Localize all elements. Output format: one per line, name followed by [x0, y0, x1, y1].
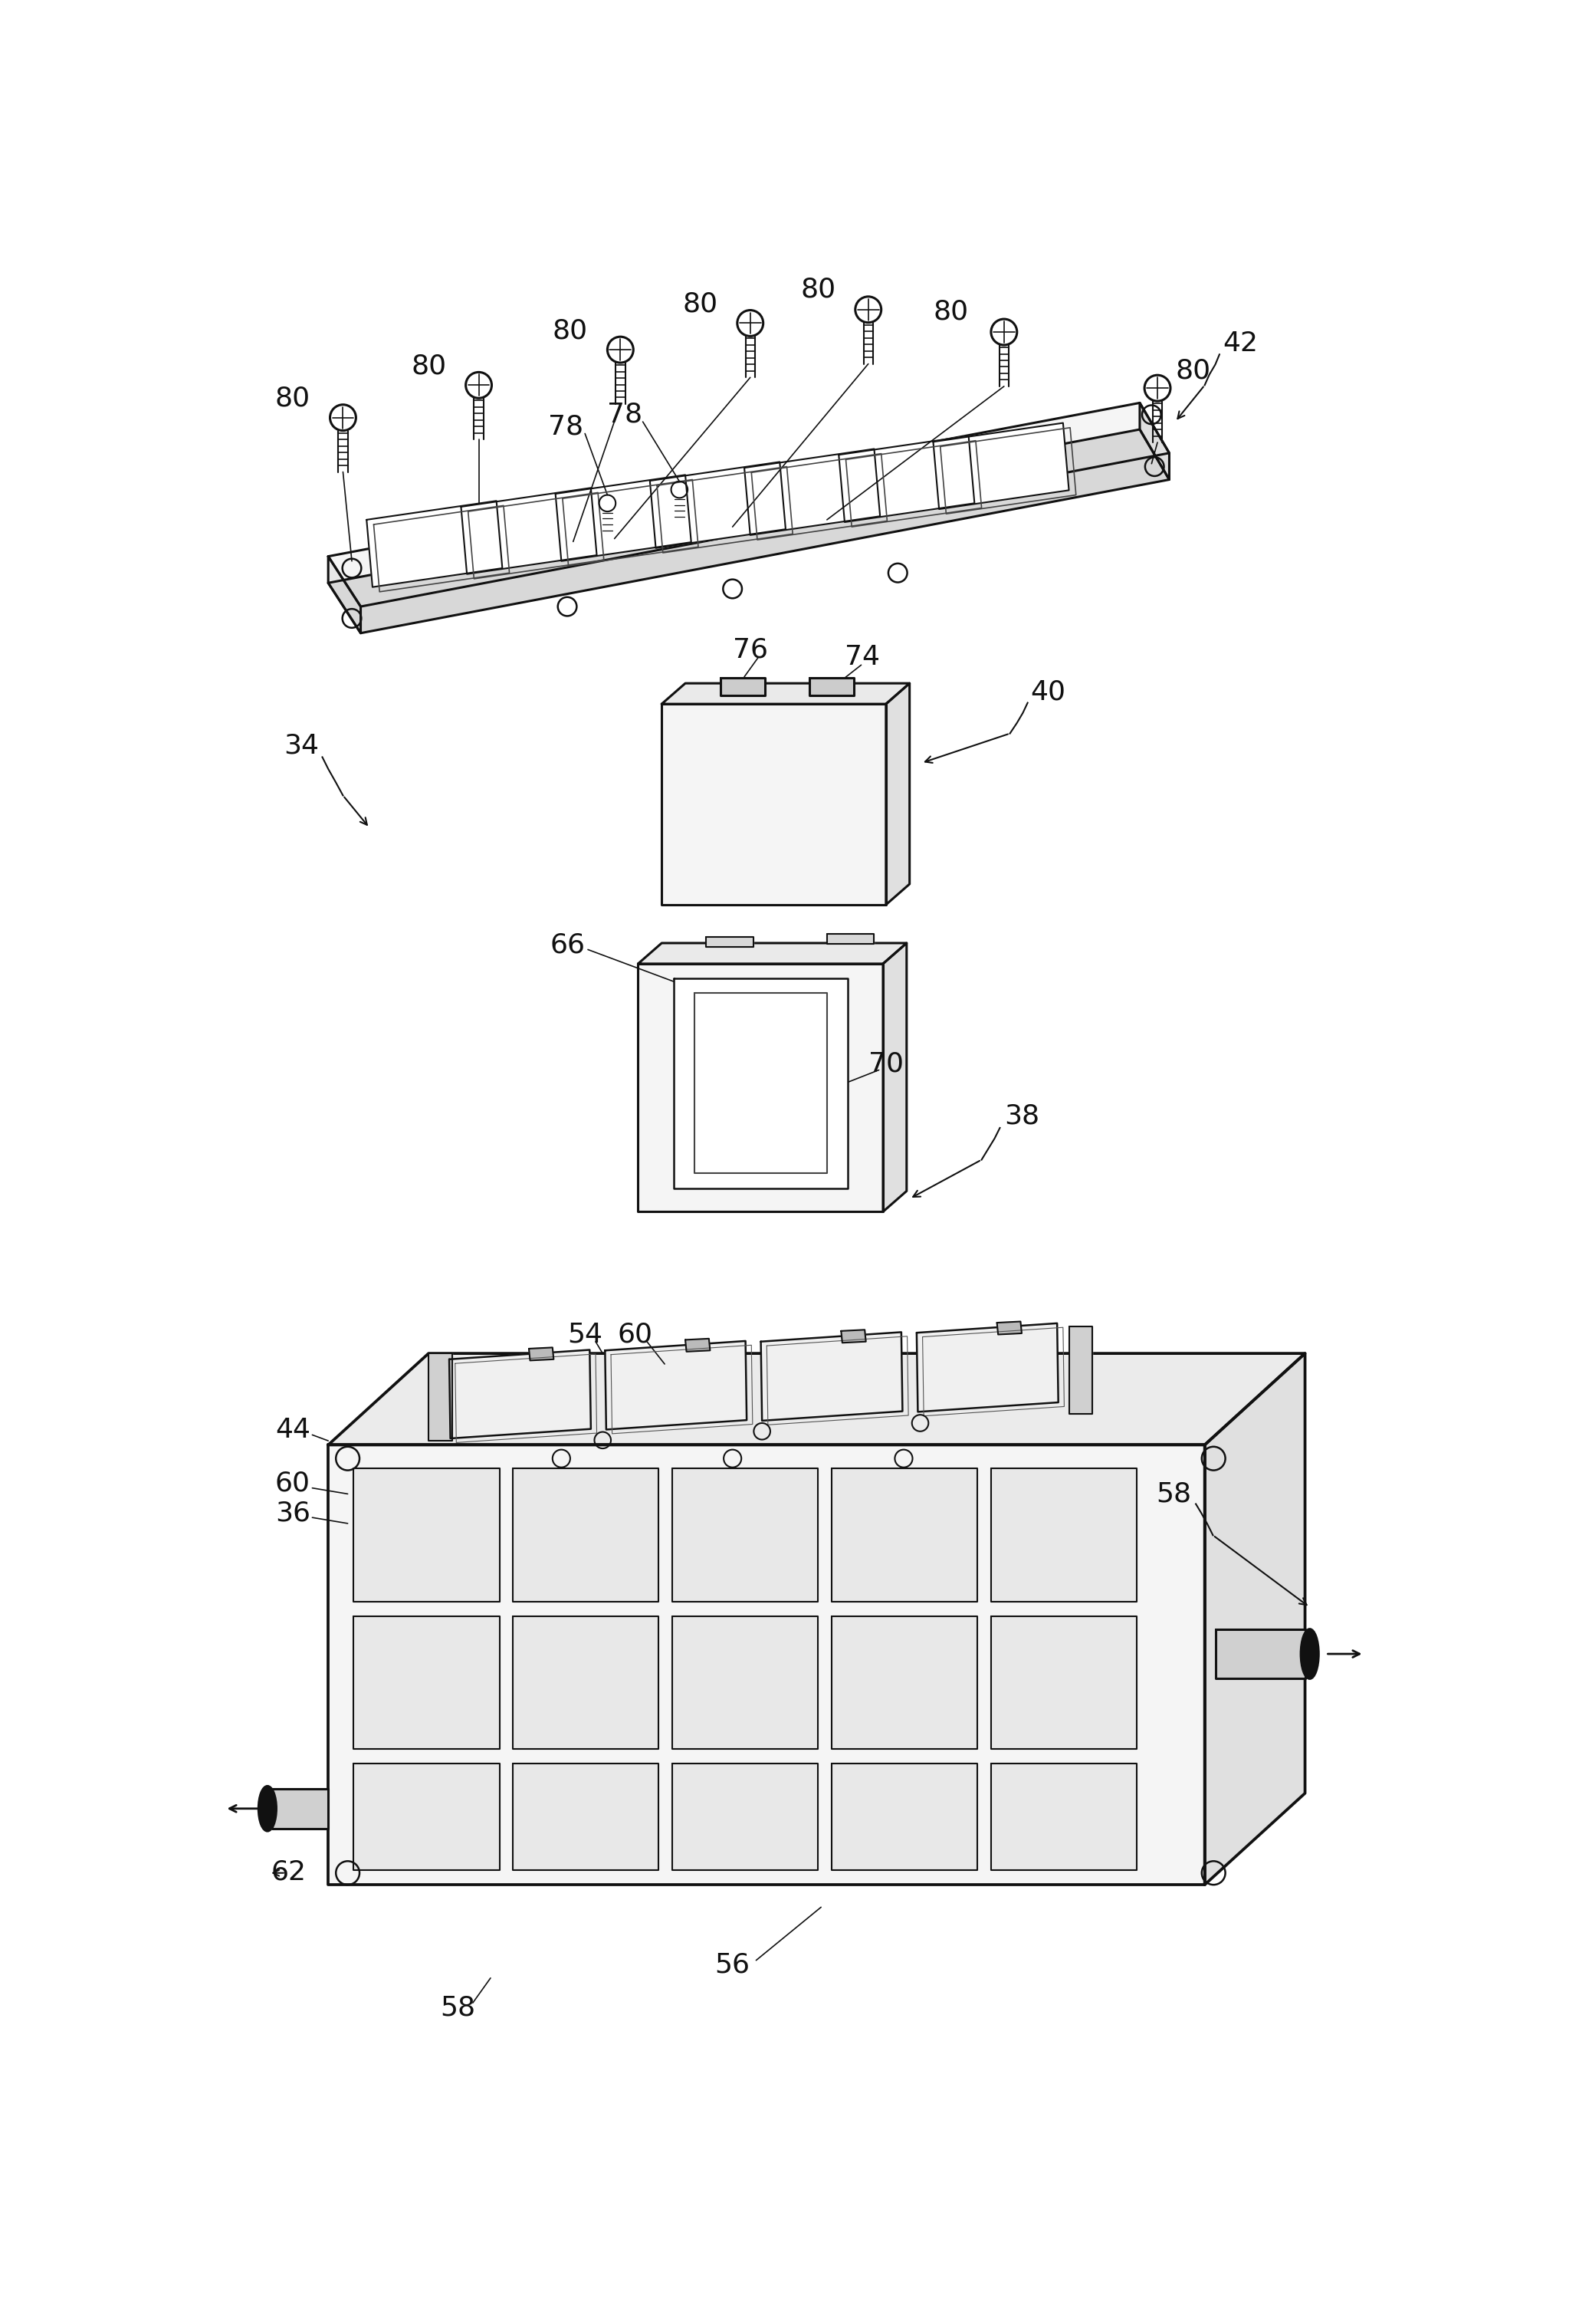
Ellipse shape: [1301, 1629, 1318, 1678]
Text: 42: 42: [1222, 330, 1258, 358]
Polygon shape: [328, 402, 1170, 607]
Polygon shape: [513, 1615, 658, 1750]
Polygon shape: [354, 1469, 499, 1601]
Polygon shape: [328, 555, 360, 632]
Text: 80: 80: [1175, 358, 1211, 383]
Polygon shape: [662, 704, 886, 904]
Polygon shape: [354, 1615, 499, 1750]
Polygon shape: [513, 1469, 658, 1601]
Polygon shape: [638, 964, 883, 1211]
Text: 80: 80: [933, 297, 968, 325]
Polygon shape: [685, 1339, 711, 1353]
Polygon shape: [673, 1615, 818, 1750]
Polygon shape: [842, 1329, 865, 1343]
Text: 34: 34: [284, 732, 319, 758]
Polygon shape: [651, 462, 786, 548]
Polygon shape: [992, 1764, 1137, 1871]
Polygon shape: [832, 1615, 977, 1750]
Polygon shape: [366, 502, 502, 588]
Polygon shape: [827, 934, 875, 944]
Polygon shape: [556, 474, 692, 560]
Text: 74: 74: [845, 644, 880, 669]
Polygon shape: [706, 937, 753, 948]
Polygon shape: [673, 1469, 818, 1601]
Polygon shape: [272, 1789, 328, 1829]
Polygon shape: [992, 1615, 1137, 1750]
Polygon shape: [1216, 1629, 1304, 1678]
Polygon shape: [1140, 402, 1170, 479]
Text: 54: 54: [567, 1322, 603, 1348]
Polygon shape: [328, 430, 1170, 632]
Polygon shape: [720, 679, 764, 695]
Text: 80: 80: [682, 290, 718, 318]
Text: 40: 40: [1031, 679, 1066, 704]
Text: 80: 80: [411, 353, 447, 379]
Text: 76: 76: [733, 637, 767, 662]
Polygon shape: [838, 437, 974, 523]
Text: 80: 80: [553, 318, 587, 344]
Polygon shape: [1205, 1353, 1304, 1885]
Polygon shape: [673, 1764, 818, 1871]
Polygon shape: [992, 1469, 1137, 1601]
Polygon shape: [674, 978, 848, 1188]
Text: 44: 44: [275, 1418, 311, 1443]
Text: 70: 70: [868, 1050, 903, 1076]
Polygon shape: [354, 1764, 499, 1871]
Text: 62: 62: [272, 1859, 306, 1885]
Text: 60: 60: [617, 1322, 652, 1348]
Text: 58: 58: [441, 1994, 475, 2020]
Polygon shape: [662, 683, 910, 704]
Polygon shape: [883, 944, 906, 1211]
Text: 78: 78: [608, 402, 643, 428]
Polygon shape: [428, 1353, 452, 1441]
Polygon shape: [933, 423, 1069, 509]
Polygon shape: [328, 1353, 1304, 1446]
Polygon shape: [917, 1322, 1058, 1413]
Polygon shape: [328, 1446, 1205, 1885]
Text: 38: 38: [1004, 1104, 1039, 1129]
Polygon shape: [832, 1764, 977, 1871]
Text: 58: 58: [1156, 1480, 1192, 1506]
Text: 80: 80: [275, 386, 311, 411]
Polygon shape: [886, 683, 910, 904]
Polygon shape: [605, 1341, 747, 1429]
Polygon shape: [832, 1469, 977, 1601]
Polygon shape: [461, 488, 597, 574]
Text: 56: 56: [715, 1952, 750, 1978]
Polygon shape: [1069, 1327, 1093, 1413]
Ellipse shape: [259, 1787, 276, 1831]
Polygon shape: [513, 1764, 658, 1871]
Polygon shape: [996, 1322, 1022, 1334]
Polygon shape: [448, 1350, 591, 1439]
Text: 36: 36: [275, 1499, 311, 1527]
Polygon shape: [744, 449, 880, 535]
Text: 80: 80: [801, 277, 835, 302]
Polygon shape: [761, 1332, 903, 1420]
Text: 66: 66: [549, 932, 584, 957]
Polygon shape: [638, 944, 906, 964]
Text: 60: 60: [275, 1471, 311, 1497]
Text: 78: 78: [548, 414, 584, 439]
Polygon shape: [529, 1348, 554, 1360]
Polygon shape: [808, 679, 854, 695]
